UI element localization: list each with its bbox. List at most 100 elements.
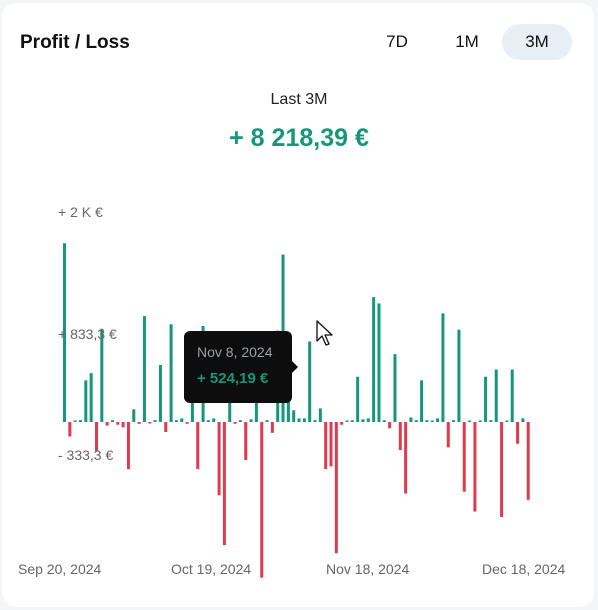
- loss-bar[interactable]: [148, 422, 152, 424]
- profit-bar[interactable]: [265, 420, 269, 422]
- range-tabs: 7D 1M 3M: [362, 24, 572, 60]
- profit-bar[interactable]: [158, 364, 162, 423]
- y-tick-label: - 333,3 €: [58, 447, 114, 463]
- profit-bar[interactable]: [302, 418, 306, 422]
- loss-bar[interactable]: [244, 422, 248, 461]
- period-label: Last 3M: [270, 91, 328, 108]
- loss-bar[interactable]: [516, 422, 520, 444]
- profit-bar[interactable]: [393, 354, 397, 423]
- profit-bar[interactable]: [84, 380, 88, 422]
- profit-bar[interactable]: [308, 341, 312, 422]
- tab-1m[interactable]: 1M: [455, 32, 479, 51]
- loss-bar[interactable]: [270, 422, 274, 433]
- loss-bar[interactable]: [116, 422, 120, 425]
- loss-bar[interactable]: [388, 422, 392, 429]
- loss-bar[interactable]: [137, 422, 141, 424]
- profit-bar[interactable]: [249, 419, 253, 422]
- profit-bar[interactable]: [100, 328, 104, 422]
- x-tick-label: Nov 18, 2024: [326, 561, 410, 577]
- profit-bar[interactable]: [297, 418, 301, 422]
- tooltip-date: Nov 8, 2024: [197, 344, 273, 360]
- profit-bar[interactable]: [468, 420, 472, 423]
- profit-loss-card: Profit / Loss 7D 1M 3M: [2, 3, 594, 607]
- profit-bar[interactable]: [89, 373, 93, 422]
- loss-bar[interactable]: [404, 422, 408, 494]
- profit-bar[interactable]: [73, 420, 77, 423]
- profit-bar[interactable]: [350, 420, 354, 422]
- profit-bar[interactable]: [356, 376, 360, 422]
- profit-bar[interactable]: [494, 369, 498, 422]
- mouse-cursor-icon: [316, 320, 333, 346]
- card-title: Profit / Loss: [20, 32, 130, 53]
- y-tick-label: + 833,3 €: [58, 326, 117, 342]
- profit-bar[interactable]: [142, 316, 146, 422]
- profit-bar[interactable]: [313, 420, 317, 422]
- profit-bar[interactable]: [63, 243, 66, 422]
- profit-bar[interactable]: [180, 418, 184, 422]
- loss-bar[interactable]: [94, 422, 98, 451]
- profit-bar[interactable]: [238, 420, 242, 422]
- x-tick-label: Sep 20, 2024: [18, 561, 102, 577]
- profit-bar[interactable]: [361, 419, 365, 422]
- profit-bar[interactable]: [174, 420, 178, 422]
- profit-bar[interactable]: [510, 369, 514, 422]
- loss-bar[interactable]: [222, 422, 226, 546]
- loss-bar[interactable]: [164, 422, 168, 432]
- profit-bar[interactable]: [425, 420, 429, 422]
- profit-bar[interactable]: [78, 420, 82, 422]
- profit-bar[interactable]: [414, 420, 418, 422]
- profit-bar[interactable]: [521, 418, 525, 422]
- loss-bar[interactable]: [185, 422, 189, 424]
- profit-bar[interactable]: [484, 376, 488, 422]
- loss-bar[interactable]: [398, 422, 402, 451]
- loss-bar[interactable]: [500, 422, 504, 518]
- x-tick-label: Oct 19, 2024: [171, 561, 252, 577]
- profit-bar[interactable]: [382, 420, 386, 422]
- profit-bar[interactable]: [505, 420, 509, 423]
- y-tick-label: + 2 K €: [58, 204, 103, 220]
- profit-bar[interactable]: [489, 420, 493, 422]
- profit-bar[interactable]: [420, 380, 424, 422]
- profit-bar[interactable]: [292, 410, 296, 422]
- profit-bar[interactable]: [110, 420, 114, 422]
- profit-bar[interactable]: [436, 418, 440, 422]
- loss-bar[interactable]: [329, 422, 333, 467]
- loss-bar[interactable]: [68, 422, 72, 437]
- loss-bar[interactable]: [105, 422, 109, 426]
- profit-bar[interactable]: [478, 420, 482, 423]
- profit-bar[interactable]: [206, 420, 210, 422]
- loss-bar[interactable]: [196, 422, 200, 470]
- loss-bar[interactable]: [121, 422, 125, 428]
- profit-bar[interactable]: [366, 418, 370, 422]
- loss-bar[interactable]: [462, 422, 466, 492]
- loss-bar[interactable]: [473, 422, 477, 512]
- profit-bar[interactable]: [452, 420, 456, 422]
- profit-bar[interactable]: [430, 420, 434, 423]
- profit-bar[interactable]: [212, 418, 216, 422]
- loss-bar[interactable]: [446, 422, 450, 448]
- profit-bar[interactable]: [372, 297, 376, 422]
- loss-bar[interactable]: [334, 422, 338, 554]
- tooltip-value: + 524,19 €: [197, 370, 269, 387]
- loss-bar[interactable]: [324, 422, 328, 470]
- loss-bar[interactable]: [126, 422, 130, 470]
- profit-bar[interactable]: [377, 303, 381, 422]
- profit-bar[interactable]: [409, 417, 413, 422]
- profit-bar[interactable]: [345, 420, 349, 423]
- profit-bar[interactable]: [457, 329, 461, 422]
- loss-bar[interactable]: [233, 422, 237, 424]
- profit-bar[interactable]: [169, 324, 173, 422]
- profit-bar[interactable]: [153, 420, 157, 422]
- profit-bar[interactable]: [441, 313, 445, 422]
- total-profit-value: + 8 218,39 €: [229, 124, 369, 152]
- profit-bar[interactable]: [132, 409, 136, 422]
- chart-tooltip: Nov 8, 2024 + 524,19 €: [184, 331, 298, 403]
- tab-7d[interactable]: 7D: [386, 32, 408, 51]
- loss-bar[interactable]: [340, 422, 344, 425]
- loss-bar[interactable]: [526, 422, 530, 500]
- loss-bar[interactable]: [260, 422, 264, 578]
- loss-bar[interactable]: [217, 422, 221, 496]
- profit-bar[interactable]: [318, 408, 322, 422]
- tab-3m[interactable]: 3M: [502, 24, 572, 60]
